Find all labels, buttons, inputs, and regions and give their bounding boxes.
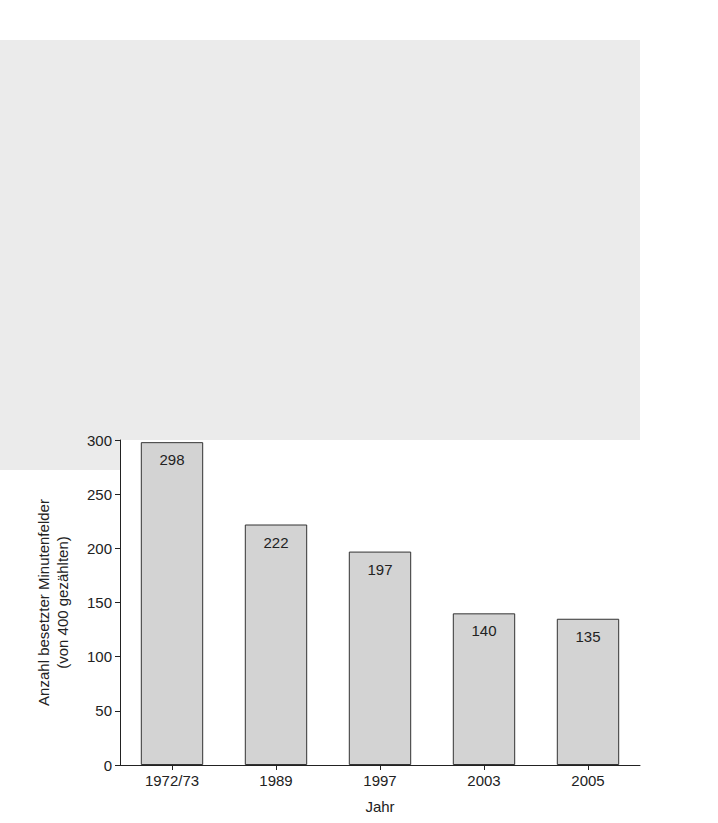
svg-text:2003: 2003 — [467, 772, 500, 789]
svg-text:200: 200 — [87, 540, 112, 557]
svg-text:300: 300 — [87, 432, 112, 449]
svg-text:Jahr: Jahr — [365, 798, 394, 815]
svg-text:50: 50 — [95, 702, 112, 719]
svg-text:0: 0 — [104, 757, 112, 774]
svg-text:Anzahl besetzter Minutenfelder: Anzahl besetzter Minutenfelder — [35, 499, 52, 706]
svg-text:2005: 2005 — [571, 772, 604, 789]
svg-text:(von 400 gezählten): (von 400 gezählten) — [54, 536, 71, 669]
svg-text:197: 197 — [367, 561, 392, 578]
svg-text:150: 150 — [87, 594, 112, 611]
svg-text:298: 298 — [159, 451, 184, 468]
svg-text:140: 140 — [471, 622, 496, 639]
svg-text:100: 100 — [87, 648, 112, 665]
svg-text:1997: 1997 — [363, 772, 396, 789]
svg-text:250: 250 — [87, 486, 112, 503]
svg-text:135: 135 — [575, 628, 600, 645]
svg-text:1989: 1989 — [259, 772, 292, 789]
svg-text:1972/73: 1972/73 — [145, 772, 199, 789]
svg-text:222: 222 — [263, 534, 288, 551]
